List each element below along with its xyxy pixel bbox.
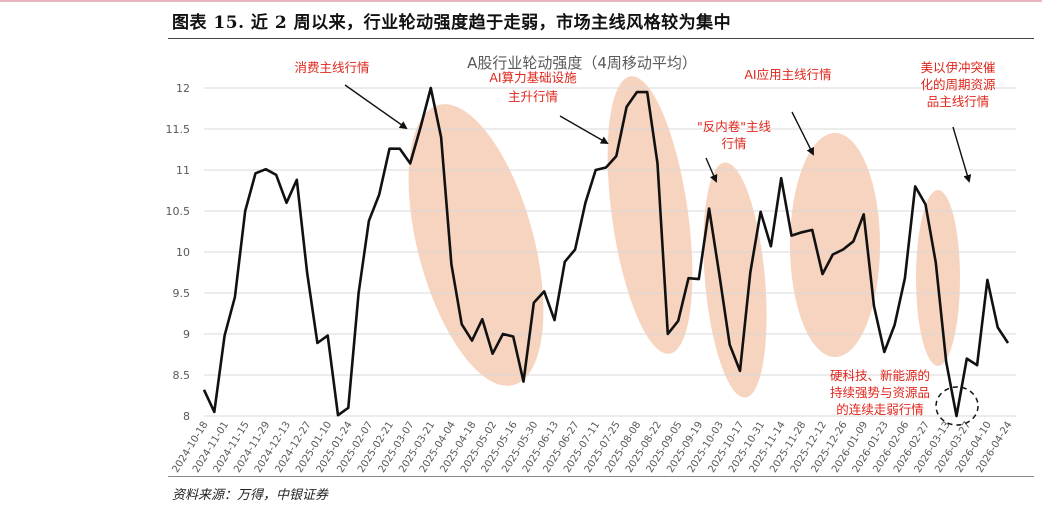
y-tick-label: 9.5 xyxy=(173,287,191,300)
y-tick-label: 11.5 xyxy=(166,123,191,136)
annotation-arrow xyxy=(344,84,408,130)
annotation-line: 硬科技、新能源的 xyxy=(830,368,930,383)
annotation-5: 美以伊冲突催化的周期资源品主线行情 xyxy=(920,60,996,109)
annotation-line: "反内卷"主线 xyxy=(697,119,771,134)
annotation-line: 的连续走弱行情 xyxy=(836,402,924,417)
annotation-arrow xyxy=(559,115,609,144)
annotations: 消费主线行情 AI算力基础设施主升行情 "反内卷"主线行情 AI应用主线行情 美以伊冲突… xyxy=(294,60,996,426)
annotation-4: AI应用主线行情 xyxy=(744,67,831,82)
highlight-ellipse-2 xyxy=(607,76,693,354)
annotation-line: 消费主线行情 xyxy=(294,60,369,75)
highlight-ellipse-3 xyxy=(703,162,767,398)
trough-dashed-circle xyxy=(935,386,979,426)
series-line-path xyxy=(202,86,1010,418)
source-note: 资料来源：万得，中银证券 xyxy=(172,488,329,503)
annotation-arrow xyxy=(952,126,972,183)
top-accent-line xyxy=(0,0,1042,2)
y-tick-label: 10 xyxy=(176,246,190,259)
annotation-line: 行情 xyxy=(721,136,746,151)
y-tick-label: 11 xyxy=(176,164,190,177)
report-title: 图表 15. 近 2 周以来，行业轮动强度趋于走弱，市场主线风格较为集中 xyxy=(172,13,732,33)
gridlines xyxy=(204,87,1016,417)
highlight-ellipses xyxy=(408,76,960,398)
series-line xyxy=(202,86,1010,418)
y-tick-label: 10.5 xyxy=(166,205,191,218)
annotation-3: "反内卷"主线行情 xyxy=(697,119,771,151)
source-divider xyxy=(168,476,1034,477)
y-tick-label: 8.5 xyxy=(173,369,191,382)
y-axis-ticks: 8 8.5 9 9.5 10 10.5 11 11.5 12 xyxy=(166,82,191,423)
title-divider xyxy=(168,38,1034,39)
annotation-line: 持续强势与资源品 xyxy=(830,385,930,400)
annotation-line: AI应用主线行情 xyxy=(744,67,831,82)
annotation-1: 消费主线行情 xyxy=(294,60,369,75)
highlight-ellipse-4 xyxy=(790,133,880,357)
y-tick-label: 12 xyxy=(176,82,190,95)
annotation-arrow xyxy=(705,157,718,183)
highlight-ellipse-1 xyxy=(408,104,544,386)
y-tick-label: 9 xyxy=(183,328,190,341)
x-axis-ticks: 2024-10-182024-11-012024-11-152024-11-29… xyxy=(170,420,1014,475)
annotation-6: 硬科技、新能源的持续强势与资源品的连续走弱行情 xyxy=(830,368,930,417)
y-tick-label: 8 xyxy=(183,410,190,423)
annotation-arrow xyxy=(791,111,814,156)
annotation-2: AI算力基础设施主升行情 xyxy=(489,70,577,104)
chart-title: A股行业轮动强度（4周移动平均） xyxy=(467,54,697,72)
annotation-line: 主升行情 xyxy=(508,89,558,104)
annotation-line: AI算力基础设施 xyxy=(489,70,577,85)
annotation-line: 化的周期资源 xyxy=(920,77,996,92)
annotation-line: 品主线行情 xyxy=(927,94,990,109)
annotation-line: 美以伊冲突催 xyxy=(920,60,995,75)
